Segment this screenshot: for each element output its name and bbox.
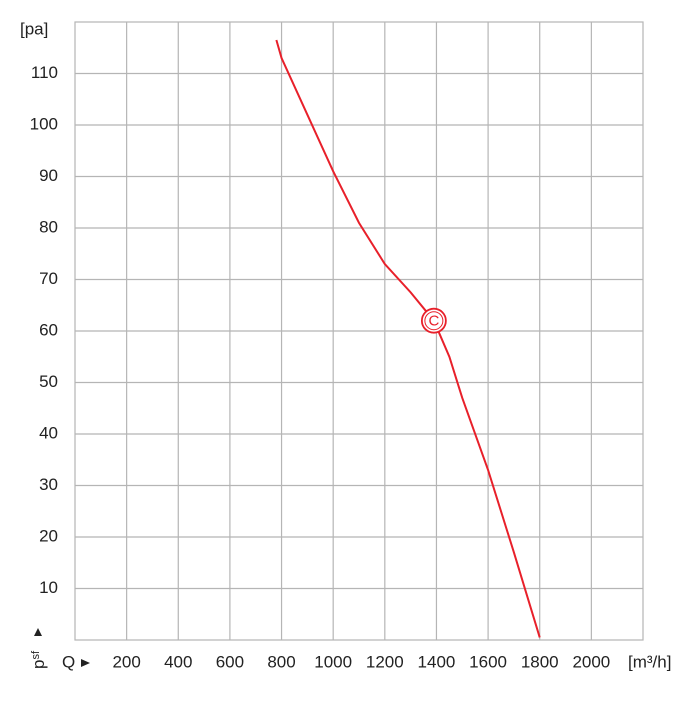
x-tick-label: 1200	[366, 652, 404, 671]
y-symbol-sub: sf	[30, 650, 42, 660]
y-tick-label: 40	[39, 423, 58, 442]
x-tick-label: 200	[112, 652, 140, 671]
y-unit-label: [pa]	[20, 19, 48, 38]
y-arrow	[34, 628, 42, 636]
x-arrow	[81, 659, 90, 667]
y-tick-label: 50	[39, 372, 58, 391]
curve	[275, 39, 541, 638]
y-symbol: psf	[29, 650, 48, 669]
x-tick-label: 1400	[418, 652, 456, 671]
y-tick-label: 20	[39, 526, 58, 545]
annotation-marker	[420, 307, 447, 334]
y-symbol-main: p	[29, 660, 48, 669]
x-tick-label: 1000	[314, 652, 352, 671]
x-symbol: Q	[62, 652, 75, 671]
y-tick-label: 80	[39, 217, 58, 236]
y-tick-label: 70	[39, 269, 58, 288]
x-tick-label: 1800	[521, 652, 559, 671]
x-tick-label: 2000	[572, 652, 610, 671]
y-tick-label: 60	[39, 320, 58, 339]
y-tick-label: 90	[39, 166, 58, 185]
y-tick-label: 30	[39, 475, 58, 494]
annotation-marker-inner	[424, 311, 444, 331]
x-tick-label: 800	[267, 652, 295, 671]
x-unit-label: [m³/h]	[628, 652, 671, 671]
y-tick-label: 100	[30, 114, 58, 133]
x-tick-label: 600	[216, 652, 244, 671]
y-tick-label: 10	[39, 578, 58, 597]
x-tick-label: 1600	[469, 652, 507, 671]
x-tick-label: 400	[164, 652, 192, 671]
y-tick-label: 110	[31, 63, 58, 82]
annotation-label: C	[428, 313, 439, 330]
